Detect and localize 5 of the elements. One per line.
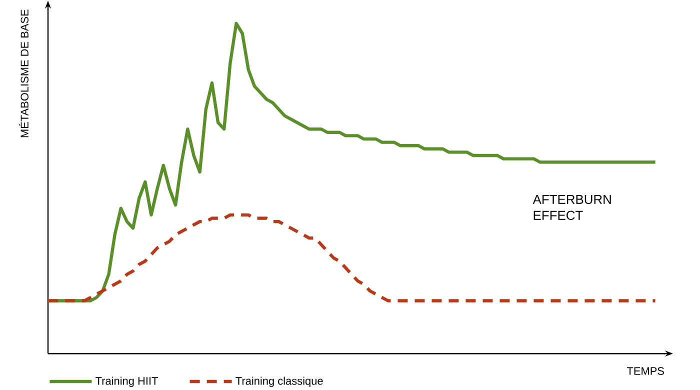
x-axis-title: TEMPS [626, 367, 664, 375]
y-axis-title: MÉTABOLISME DE BASE [18, 10, 28, 138]
legend-label: Training HIIT [96, 376, 158, 387]
legend-label: Training classique [236, 376, 323, 387]
annotation: AFTERBURN EFFECT [532, 194, 611, 220]
